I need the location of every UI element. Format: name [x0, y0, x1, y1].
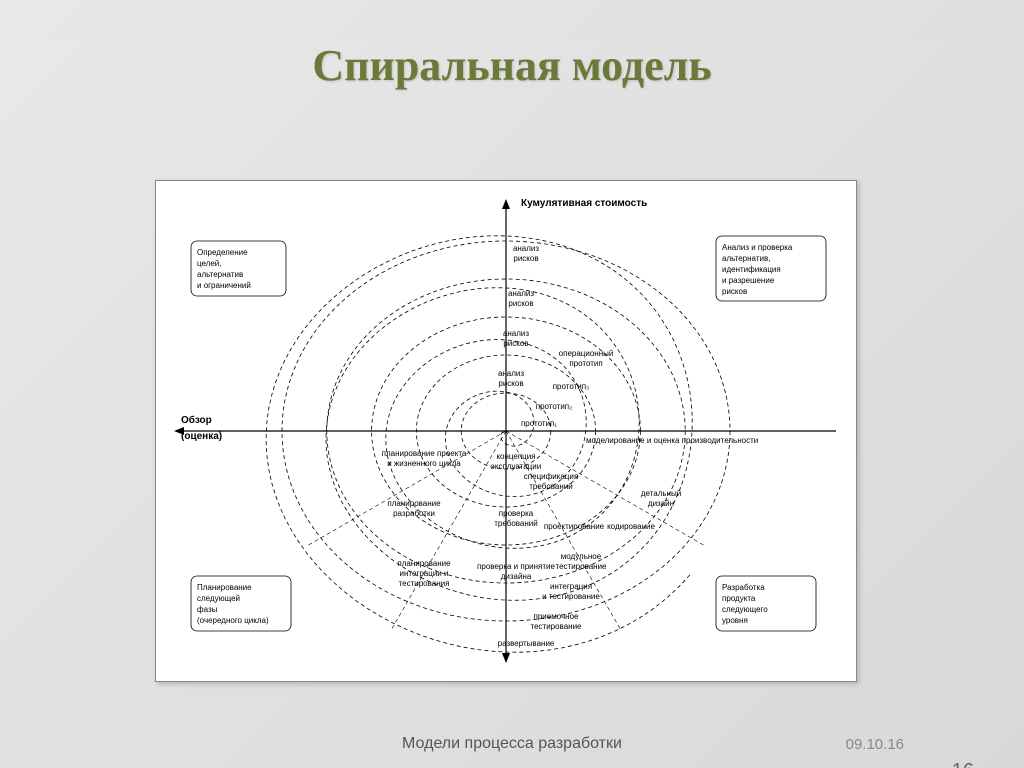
svg-text:целей,: целей,	[197, 259, 221, 268]
spiral-diagram-svg: Кумулятивная стоимость Обзор (оценка) Опред…	[156, 181, 856, 681]
svg-text:фазы: фазы	[197, 605, 218, 614]
svg-text:тестирование: тестирование	[531, 622, 583, 631]
svg-text:Разработка: Разработка	[722, 583, 765, 592]
svg-text:интеграция: интеграция	[550, 582, 592, 591]
page-number: 16	[952, 760, 974, 768]
svg-text:разработки: разработки	[393, 509, 435, 518]
svg-text:альтернатив: альтернатив	[197, 270, 243, 279]
svg-text:требований: требований	[494, 519, 537, 528]
svg-text:прототип₁: прототип₁	[521, 419, 557, 428]
svg-text:следующей: следующей	[197, 594, 240, 603]
svg-text:прототип₂: прототип₂	[536, 402, 572, 411]
svg-text:кодирование: кодирование	[607, 522, 655, 531]
footer-date: 09.10.16	[846, 736, 904, 753]
svg-text:эксплуатации: эксплуатации	[491, 462, 541, 471]
svg-text:и ограничений: и ограничений	[197, 281, 251, 290]
svg-text:(очередного цикла): (очередного цикла)	[197, 616, 269, 625]
svg-text:проектирование: проектирование	[544, 522, 605, 531]
svg-text:продукта: продукта	[722, 594, 756, 603]
spiral-diagram-panel: Кумулятивная стоимость Обзор (оценка) Опред…	[155, 180, 857, 682]
svg-text:требований: требований	[529, 482, 572, 491]
svg-text:дизайн: дизайн	[648, 499, 674, 508]
svg-text:идентификация: идентификация	[722, 265, 781, 274]
svg-text:планирование: планирование	[397, 559, 451, 568]
svg-text:операционный: операционный	[559, 349, 614, 358]
svg-text:Кумулятивная стоимость: Кумулятивная стоимость	[521, 198, 647, 209]
svg-text:модульное: модульное	[561, 552, 602, 561]
svg-text:планирование проекта: планирование проекта	[382, 449, 467, 458]
svg-text:анализ: анализ	[498, 369, 524, 378]
svg-text:моделирование и оценка произво: моделирование и оценка производительност…	[586, 436, 758, 445]
svg-text:и разрешение: и разрешение	[722, 276, 775, 285]
svg-text:альтернатив,: альтернатив,	[722, 254, 770, 263]
svg-text:анализ: анализ	[508, 289, 534, 298]
svg-text:(оценка): (оценка)	[181, 431, 222, 442]
svg-text:спецификация: спецификация	[524, 472, 578, 481]
svg-text:развертывание: развертывание	[498, 639, 555, 648]
svg-text:прототип: прототип	[569, 359, 602, 368]
svg-text:и жизненного цикла: и жизненного цикла	[387, 459, 461, 468]
svg-text:тестирование: тестирование	[556, 562, 608, 571]
svg-text:рисков: рисков	[498, 379, 523, 388]
svg-text:Планирование: Планирование	[197, 583, 252, 592]
svg-text:интеграции и: интеграции и	[400, 569, 449, 578]
svg-text:планирование: планирование	[387, 499, 441, 508]
svg-text:следующего: следующего	[722, 605, 768, 614]
svg-text:приемочное: приемочное	[534, 612, 580, 621]
svg-text:рисков: рисков	[508, 299, 533, 308]
svg-text:уровня: уровня	[722, 616, 748, 625]
svg-text:концепция: концепция	[496, 452, 535, 461]
svg-text:анализ: анализ	[503, 329, 529, 338]
svg-text:тестирования: тестирования	[399, 579, 450, 588]
svg-text:проверка и принятие: проверка и принятие	[477, 562, 555, 571]
svg-text:и тестирование: и тестирование	[542, 592, 600, 601]
svg-text:рисков: рисков	[503, 339, 528, 348]
svg-text:Анализ и проверка: Анализ и проверка	[722, 243, 793, 252]
svg-text:рисков: рисков	[513, 254, 538, 263]
svg-text:анализ: анализ	[513, 244, 539, 253]
slide-title: Спиральная модель	[0, 40, 1024, 91]
svg-text:детальный: детальный	[641, 489, 681, 498]
svg-text:Определение: Определение	[197, 248, 248, 257]
svg-text:Обзор: Обзор	[181, 414, 212, 426]
svg-text:рисков: рисков	[722, 287, 747, 296]
svg-text:проверка: проверка	[499, 509, 534, 518]
svg-text:прототип₃: прототип₃	[553, 382, 590, 391]
svg-text:дизайна: дизайна	[501, 572, 532, 581]
